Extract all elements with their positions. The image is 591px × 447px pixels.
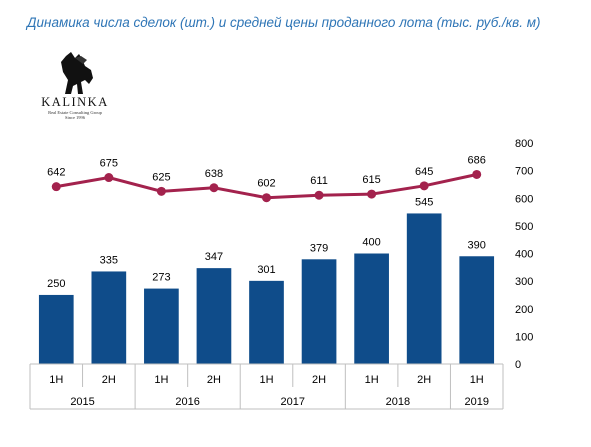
bar-value-label: 335 xyxy=(100,254,118,266)
kalinka-logo: KALINKA Real Estate Consulting Group Sin… xyxy=(35,50,115,122)
line-value-label: 686 xyxy=(468,154,486,166)
x-tick-label: 1H xyxy=(49,374,63,386)
x-axis: 1H 2H 1H 2H 1H 2H 1H 2H 1H 2015 2016 2017 2018 2019 xyxy=(29,363,504,410)
logo-wordmark: KALINKA xyxy=(41,95,109,109)
line-point xyxy=(209,183,219,193)
y-tick-label: 100 xyxy=(515,331,533,343)
bar-value-label: 390 xyxy=(468,239,486,251)
bar xyxy=(301,259,337,364)
bar xyxy=(459,256,495,364)
bar-value-label: 379 xyxy=(310,242,328,254)
x-group-label: 2018 xyxy=(386,396,410,408)
x-tick-label: 2H xyxy=(417,374,431,386)
y-tick-label: 800 xyxy=(515,138,533,150)
bars-layer xyxy=(38,213,495,364)
line-value-label: 602 xyxy=(257,178,275,190)
line-point xyxy=(419,181,429,191)
bar-labels-layer: 250 335 273 347 301 379 400 545 390 xyxy=(47,196,486,289)
bar-value-label: 273 xyxy=(152,272,170,284)
horse-logo-icon xyxy=(61,52,93,94)
line-value-label: 625 xyxy=(152,171,170,183)
y-tick-label: 0 xyxy=(515,359,521,371)
y-tick-label: 300 xyxy=(515,276,533,288)
x-tick-label: 1H xyxy=(154,374,168,386)
line-point xyxy=(51,182,61,192)
bar xyxy=(196,268,232,364)
logo-subtitle: Real Estate Consulting Group Since 1996 xyxy=(35,110,115,120)
line-value-label: 638 xyxy=(205,168,223,180)
y-tick-label: 600 xyxy=(515,193,533,205)
x-tick-label: 2H xyxy=(312,374,326,386)
line-value-label: 611 xyxy=(310,175,328,187)
x-group-label: 2019 xyxy=(464,396,488,408)
line-value-label: 675 xyxy=(100,158,118,170)
chart-title: Динамика числа сделок (шт.) и средней це… xyxy=(27,15,541,30)
line-point xyxy=(314,190,324,200)
bar-value-label: 250 xyxy=(47,278,65,290)
y-tick-label: 500 xyxy=(515,221,533,233)
bar-value-label: 301 xyxy=(257,264,275,276)
bar xyxy=(38,294,74,364)
x-group-label: 2016 xyxy=(175,396,199,408)
x-group-label: 2015 xyxy=(70,396,94,408)
x-tick-label: 1H xyxy=(259,374,273,386)
y-tick-label: 700 xyxy=(515,166,533,178)
line-value-label: 615 xyxy=(362,174,380,186)
logo-subtitle-line2: Since 1996 xyxy=(64,115,86,120)
line-point xyxy=(367,189,377,199)
y-tick-label: 200 xyxy=(515,304,533,316)
bar xyxy=(144,288,179,364)
logo-subtitle-line1: Real Estate Consulting Group xyxy=(48,110,102,115)
line-point xyxy=(104,173,114,183)
line-point xyxy=(262,193,271,203)
x-tick-label: 2H xyxy=(102,374,116,386)
x-tick-label: 1H xyxy=(470,374,484,386)
bar-value-label: 400 xyxy=(362,237,380,249)
bar-value-label: 347 xyxy=(205,251,223,263)
y-axis: 0 100 200 300 400 500 600 700 800 xyxy=(515,138,533,371)
bar xyxy=(91,271,127,364)
bar xyxy=(249,280,284,364)
line-value-label: 645 xyxy=(415,166,433,178)
bar xyxy=(406,213,442,364)
line-layer xyxy=(51,169,482,203)
line-point xyxy=(472,169,482,179)
line-point xyxy=(156,186,166,196)
line-labels-layer: 642 675 625 638 602 611 615 645 686 xyxy=(47,154,486,189)
bar-value-label: 545 xyxy=(415,196,433,208)
x-tick-label: 2H xyxy=(207,374,221,386)
y-tick-label: 400 xyxy=(515,249,533,261)
bar xyxy=(354,253,389,364)
x-group-label: 2017 xyxy=(281,396,305,408)
x-tick-label: 1H xyxy=(365,374,379,386)
line-value-label: 642 xyxy=(47,167,65,179)
